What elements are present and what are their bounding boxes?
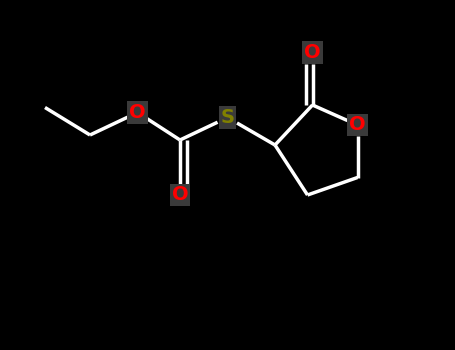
Text: O: O	[349, 116, 366, 134]
Text: O: O	[304, 43, 321, 62]
Text: S: S	[221, 108, 234, 127]
Text: O: O	[172, 186, 188, 204]
Text: O: O	[129, 103, 146, 122]
